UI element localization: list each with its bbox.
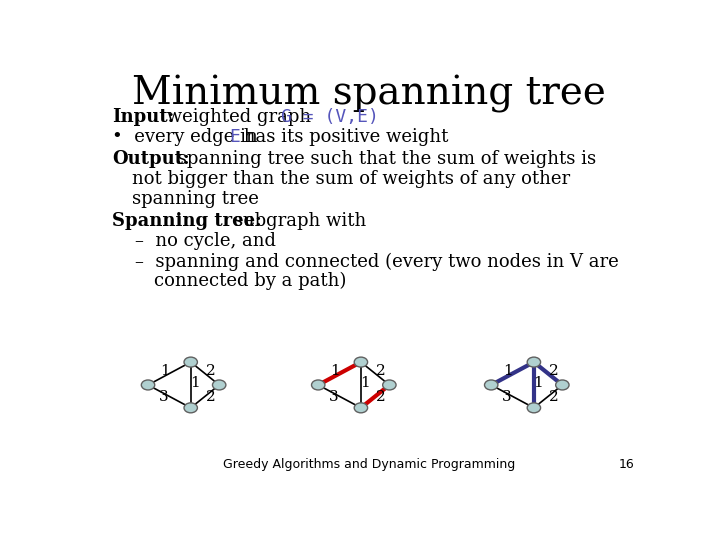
Circle shape — [184, 403, 197, 413]
Circle shape — [485, 380, 498, 390]
Circle shape — [354, 357, 368, 367]
Text: Spanning tree:: Spanning tree: — [112, 212, 262, 231]
Circle shape — [527, 357, 541, 367]
Circle shape — [527, 403, 541, 413]
Text: has its positive weight: has its positive weight — [238, 128, 449, 146]
Circle shape — [141, 380, 155, 390]
Text: 3: 3 — [159, 390, 168, 404]
Text: –  spanning and connected (every two nodes in V are: – spanning and connected (every two node… — [135, 252, 618, 271]
Text: Output:: Output: — [112, 150, 190, 168]
Text: spanning tree such that the sum of weights is: spanning tree such that the sum of weigh… — [173, 150, 597, 168]
Text: 2: 2 — [549, 390, 559, 404]
Text: weighted graph: weighted graph — [161, 109, 316, 126]
Text: connected by a path): connected by a path) — [154, 272, 346, 290]
Circle shape — [354, 403, 368, 413]
Text: 2: 2 — [376, 364, 386, 378]
Text: 2: 2 — [206, 364, 215, 378]
Text: Input:: Input: — [112, 109, 174, 126]
Text: 2: 2 — [206, 390, 215, 404]
Text: G = (V,E): G = (V,E) — [282, 109, 379, 126]
Text: E: E — [230, 128, 240, 146]
Text: Greedy Algorithms and Dynamic Programming: Greedy Algorithms and Dynamic Programmin… — [223, 458, 515, 471]
Circle shape — [184, 357, 197, 367]
Text: 3: 3 — [329, 390, 339, 404]
Circle shape — [382, 380, 396, 390]
Text: 2: 2 — [549, 364, 559, 378]
Circle shape — [212, 380, 226, 390]
Text: •  every edge in: • every edge in — [112, 128, 264, 146]
Text: 1: 1 — [330, 364, 340, 378]
Text: 3: 3 — [502, 390, 512, 404]
Text: subgraph with: subgraph with — [228, 212, 366, 231]
Text: 1: 1 — [190, 376, 199, 390]
Text: spanning tree: spanning tree — [132, 190, 258, 207]
Text: 1: 1 — [360, 376, 369, 390]
Circle shape — [556, 380, 569, 390]
Text: 1: 1 — [160, 364, 170, 378]
Text: –  no cycle, and: – no cycle, and — [135, 232, 276, 251]
Text: not bigger than the sum of weights of any other: not bigger than the sum of weights of an… — [132, 170, 570, 187]
Text: 1: 1 — [503, 364, 513, 378]
Text: 1: 1 — [533, 376, 543, 390]
Circle shape — [312, 380, 325, 390]
Text: 2: 2 — [376, 390, 386, 404]
Text: 16: 16 — [618, 458, 634, 471]
Text: Minimum spanning tree: Minimum spanning tree — [132, 75, 606, 113]
